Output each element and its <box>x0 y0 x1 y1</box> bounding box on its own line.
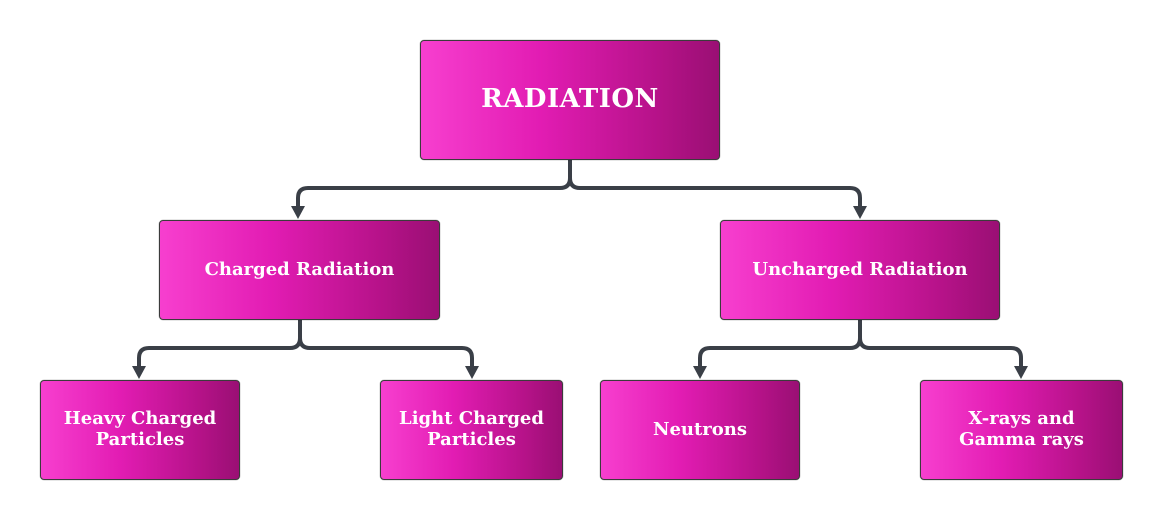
node-xrays-gamma-rays: X-rays and Gamma rays <box>920 380 1123 480</box>
node-xrays-gamma-rays-label: X-rays and Gamma rays <box>959 408 1084 450</box>
connector-uncharged-to-neutrons <box>698 318 862 370</box>
connector-root-to-uncharged <box>568 176 862 210</box>
node-light-charged-particles: Light Charged Particles <box>380 380 563 480</box>
node-neutrons: Neutrons <box>600 380 800 480</box>
arrowhead-heavy <box>132 366 146 379</box>
node-uncharged-radiation-label: Uncharged Radiation <box>752 258 968 280</box>
node-charged-radiation: Charged Radiation <box>159 220 440 320</box>
node-charged-radiation-label: Charged Radiation <box>204 258 395 280</box>
arrowhead-light <box>465 366 479 379</box>
connector-root-trunk <box>296 158 572 210</box>
node-radiation-label: RADIATION <box>481 84 659 115</box>
arrowhead-xrays <box>1014 366 1028 379</box>
connector-charged-to-heavy <box>137 318 302 370</box>
arrowhead-neutrons <box>693 366 707 379</box>
node-radiation: RADIATION <box>420 40 720 160</box>
arrowhead-uncharged <box>853 206 867 219</box>
arrowhead-charged <box>291 206 305 219</box>
node-light-charged-particles-label: Light Charged Particles <box>399 408 544 450</box>
node-heavy-charged-particles-label: Heavy Charged Particles <box>63 408 217 450</box>
node-neutrons-label: Neutrons <box>652 418 748 440</box>
node-uncharged-radiation: Uncharged Radiation <box>720 220 1000 320</box>
connector-charged-to-light <box>298 336 474 370</box>
connector-uncharged-to-xrays <box>858 336 1023 370</box>
node-heavy-charged-particles: Heavy Charged Particles <box>40 380 240 480</box>
